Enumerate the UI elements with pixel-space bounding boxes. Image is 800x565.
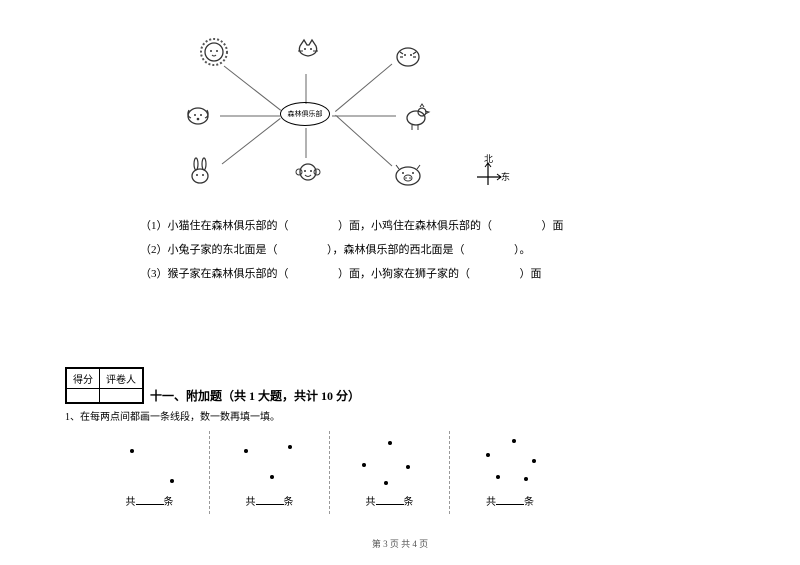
dots-exercise-row: 共条 共条 共条 共条 xyxy=(90,431,740,514)
section-title: 十一、附加题（共 1 大题，共计 10 分） xyxy=(150,387,360,404)
question-3: （3）猴子家在森林俱乐部的（ ）面，小狗家在狮子家的（ ）面 xyxy=(140,262,740,286)
grader-header: 评卷人 xyxy=(100,368,143,388)
count-label: 共条 xyxy=(220,493,319,508)
dots-group-1: 共条 xyxy=(90,431,210,514)
dots-group-2: 共条 xyxy=(210,431,330,514)
dots-group-4: 共条 xyxy=(450,431,570,514)
tiger-icon xyxy=(390,40,426,76)
rabbit-icon xyxy=(182,156,218,192)
dot xyxy=(384,481,388,485)
dot xyxy=(288,445,292,449)
dot xyxy=(486,453,490,457)
count-label: 共条 xyxy=(100,493,199,508)
chicken-icon xyxy=(398,98,434,134)
count-label: 共条 xyxy=(340,493,439,508)
dots-group-3: 共条 xyxy=(330,431,450,514)
dog-icon xyxy=(180,98,216,134)
compass-north: 北 xyxy=(484,152,493,165)
dot xyxy=(362,463,366,467)
dot xyxy=(270,475,274,479)
score-header: 得分 xyxy=(67,368,100,388)
monkey-icon xyxy=(290,156,326,192)
pig-icon xyxy=(390,158,426,194)
dot xyxy=(524,477,528,481)
question-2: （2）小兔子家的东北面是（ ），森林俱乐部的西北面是（ ）。 xyxy=(140,238,740,262)
center-node: 森林俱乐部 xyxy=(280,102,330,126)
count-label: 共条 xyxy=(460,493,560,508)
question-1: （1）小猫住在森林俱乐部的（ ）面，小鸡住在森林俱乐部的（ ）面 xyxy=(140,214,740,238)
page-footer: 第 3 页 共 4 页 xyxy=(0,537,800,550)
sub-question: 1、在每两点间都画一条线段，数一数再填一填。 xyxy=(65,408,740,423)
dot xyxy=(532,459,536,463)
dot xyxy=(496,475,500,479)
direction-diagram: 森林俱乐部 北 东 xyxy=(140,30,480,200)
dot xyxy=(512,439,516,443)
score-table: 得分 评卷人 xyxy=(65,367,144,404)
dot xyxy=(170,479,174,483)
diagram-questions: （1）小猫住在森林俱乐部的（ ）面，小鸡住在森林俱乐部的（ ）面 （2）小兔子家… xyxy=(140,214,740,287)
dot xyxy=(406,465,410,469)
compass-east: 东 xyxy=(501,170,510,183)
cat-icon xyxy=(290,36,326,72)
lion-icon xyxy=(196,36,232,72)
dot xyxy=(130,449,134,453)
dot xyxy=(388,441,392,445)
center-label: 森林俱乐部 xyxy=(288,109,323,119)
dot xyxy=(244,449,248,453)
compass-icon: 北 东 xyxy=(471,160,505,194)
